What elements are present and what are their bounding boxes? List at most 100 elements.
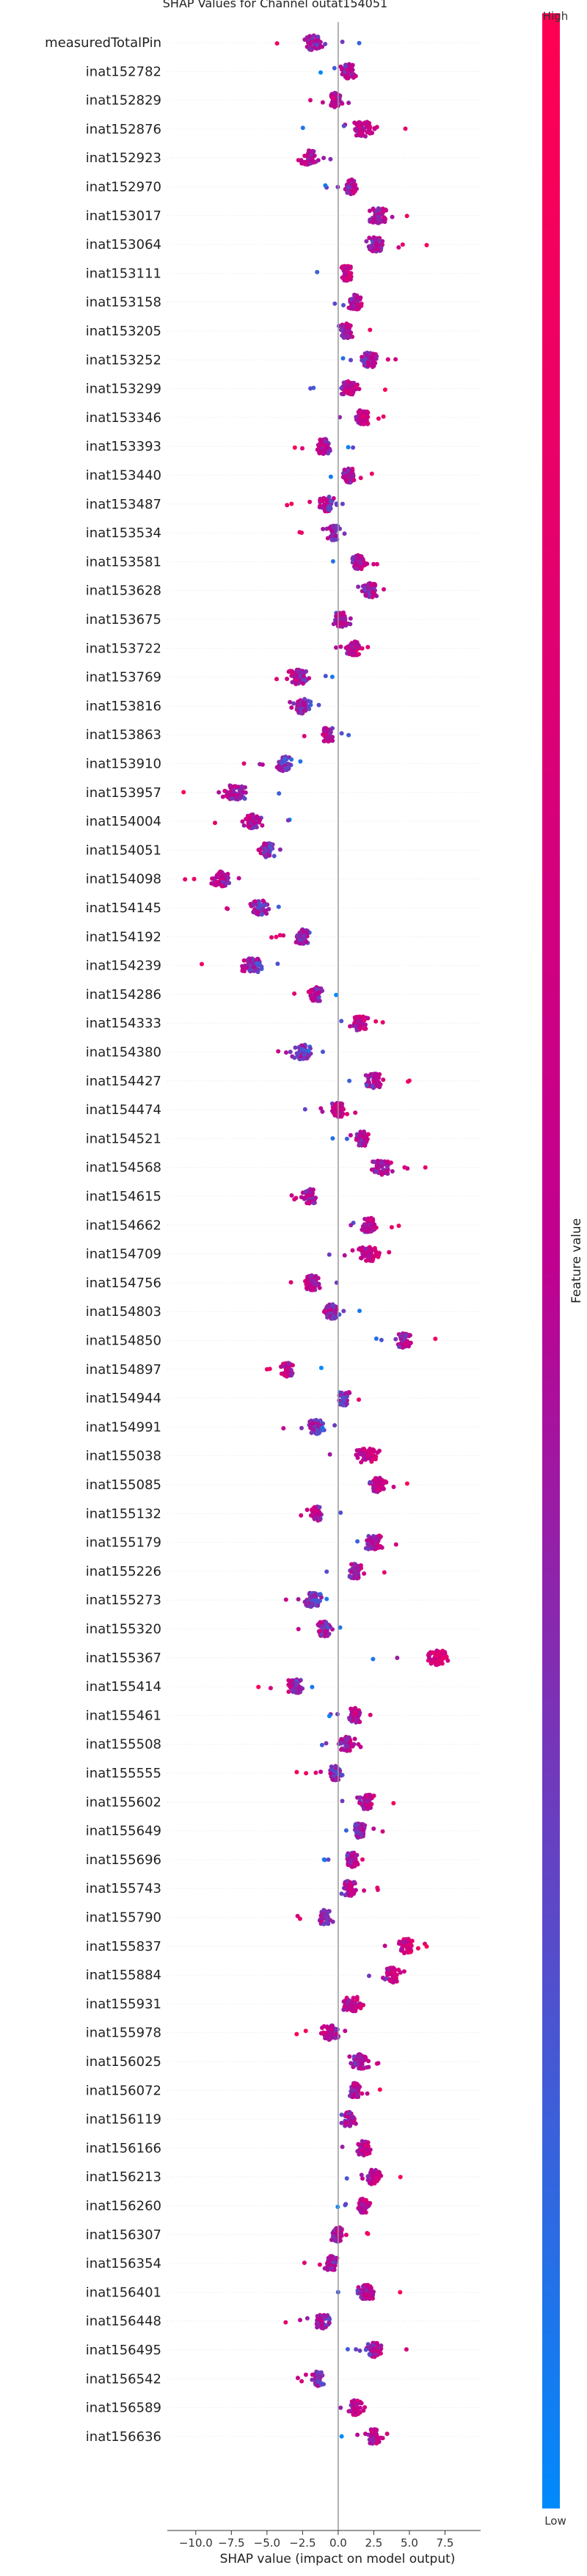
- shap-point: [274, 41, 280, 46]
- feature-label: inat154521: [86, 1131, 161, 1146]
- feature-label: inat152970: [86, 180, 161, 195]
- shap-point: [192, 876, 197, 881]
- shap-point: [368, 1480, 373, 1485]
- shap-point: [289, 501, 294, 506]
- shap-point: [375, 1543, 380, 1548]
- shap-point: [327, 507, 332, 512]
- shap-point: [294, 1769, 299, 1775]
- shap-point: [356, 1566, 361, 1571]
- feature-label: inat154239: [86, 958, 161, 974]
- shap-point: [351, 473, 356, 479]
- shap-point: [391, 1485, 396, 1489]
- shap-point: [351, 445, 356, 450]
- shap-point: [342, 2004, 347, 2009]
- shap-point: [332, 1423, 338, 1428]
- shap-point: [349, 2061, 354, 2066]
- feature-label: inat155696: [86, 1852, 161, 1868]
- shap-point: [358, 2291, 363, 2296]
- shap-point: [303, 2029, 308, 2034]
- shap-point: [359, 421, 364, 426]
- shap-point: [314, 1515, 319, 1520]
- shap-point: [369, 1802, 374, 1807]
- shap-point: [349, 1562, 354, 1567]
- shap-point: [331, 622, 336, 627]
- shap-point: [346, 76, 351, 81]
- shap-point: [329, 528, 335, 534]
- shap-point: [368, 1712, 373, 1717]
- shap-point: [376, 238, 382, 243]
- feature-label: inat156589: [86, 2401, 161, 2416]
- shap-point: [330, 738, 335, 743]
- shap-point: [353, 1706, 357, 1711]
- shap-point: [382, 1943, 387, 1949]
- shap-point: [220, 794, 225, 799]
- feature-label: inat155132: [86, 1506, 161, 1521]
- shap-point: [356, 644, 361, 649]
- shap-point: [329, 499, 333, 504]
- shap-point: [388, 1160, 393, 1165]
- shap-point: [399, 1947, 404, 1952]
- feature-label: measuredTotalPin: [45, 35, 161, 51]
- shap-point: [298, 2318, 302, 2323]
- feature-label: inat154897: [86, 1362, 161, 1378]
- feature-label: inat156401: [86, 2285, 161, 2300]
- shap-point: [366, 363, 371, 368]
- shap-point: [289, 705, 294, 710]
- feature-label: inat156260: [86, 2199, 161, 2214]
- shap-point: [404, 2347, 409, 2352]
- shap-point: [342, 1253, 347, 1258]
- shap-point: [288, 1367, 294, 1372]
- shap-point: [382, 1479, 387, 1484]
- shap-point: [352, 292, 357, 297]
- shap-point: [343, 272, 349, 277]
- shap-point: [349, 2005, 354, 2010]
- feature-label: inat156542: [86, 2371, 161, 2387]
- shap-point: [382, 215, 387, 220]
- shap-point: [335, 1711, 340, 1717]
- shap-point: [364, 353, 369, 358]
- shap-point: [344, 479, 349, 484]
- shap-point: [400, 242, 405, 247]
- shap-point: [343, 2121, 348, 2126]
- shap-point: [373, 209, 379, 214]
- shap-point: [328, 156, 333, 161]
- shap-point: [357, 40, 362, 46]
- shap-point: [363, 2150, 368, 2155]
- shap-point: [263, 842, 269, 847]
- feature-label: inat153675: [86, 612, 161, 627]
- shap-point: [353, 1710, 358, 1715]
- shap-point: [319, 1911, 324, 1916]
- shap-point: [346, 732, 351, 738]
- shap-point: [366, 1076, 371, 1081]
- shap-point: [310, 1684, 315, 1689]
- shap-point: [329, 2238, 334, 2242]
- shap-point: [353, 561, 358, 567]
- shap-point: [364, 2288, 369, 2293]
- shap-point: [281, 933, 286, 938]
- shap-point: [371, 217, 376, 222]
- feature-label: inat154944: [86, 1391, 161, 1406]
- shap-point: [324, 1620, 329, 1625]
- shap-point: [255, 960, 260, 965]
- shap-point: [381, 209, 386, 214]
- shap-point: [293, 1045, 298, 1050]
- shap-point: [311, 149, 316, 154]
- shap-point: [299, 1513, 304, 1518]
- shap-point: [304, 1771, 309, 1776]
- shap-point: [309, 158, 314, 163]
- shap-point: [379, 245, 384, 250]
- shap-point: [341, 123, 346, 128]
- shap-point: [329, 102, 334, 107]
- shap-point: [321, 495, 327, 501]
- feature-label: inat155179: [86, 1535, 161, 1551]
- shap-point: [343, 1828, 349, 1833]
- shap-point: [260, 762, 265, 767]
- shap-point: [393, 1336, 398, 1342]
- shap-point: [316, 2317, 321, 2322]
- shap-point: [365, 421, 371, 426]
- shap-point: [362, 1571, 367, 1576]
- shap-point: [354, 133, 359, 138]
- shap-point: [346, 68, 350, 73]
- shap-point: [375, 1885, 380, 1891]
- shap-point: [323, 674, 328, 679]
